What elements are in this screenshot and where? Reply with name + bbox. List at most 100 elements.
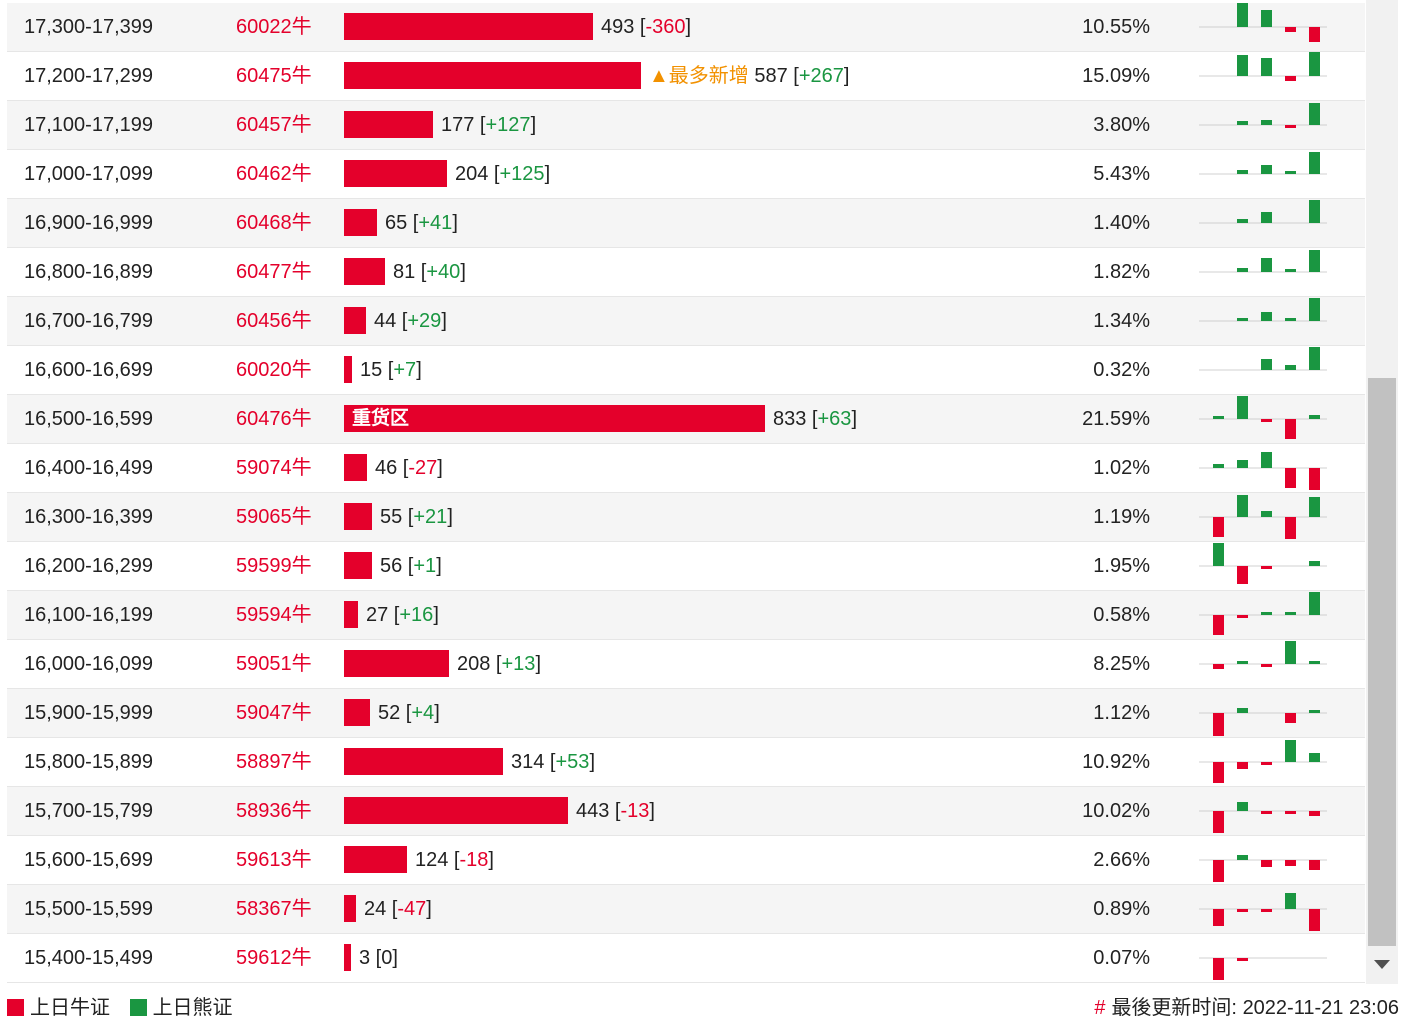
bull-code-link[interactable]: 59051牛 [236,653,312,675]
bull-code-link[interactable]: 59613牛 [236,849,312,871]
count-bar [344,503,372,530]
code-cell: 58936牛 [214,787,342,835]
scroll-down-arrow-icon[interactable] [1374,960,1390,969]
bull-code-link[interactable]: 60476牛 [236,408,312,430]
bull-code-link[interactable]: 58897牛 [236,751,312,773]
sparkline-bar [1285,641,1296,664]
sparkline-bar [1309,468,1320,490]
sparkline-bar [1309,661,1320,664]
sparkline-bar [1261,165,1272,174]
bull-code-link[interactable]: 59047牛 [236,702,312,724]
most-added-tag: ▲最多新增 [649,65,749,87]
count-value: 587 [754,65,788,87]
sparkline-bar [1237,170,1248,174]
bull-code-link[interactable]: 59074牛 [236,457,312,479]
count-value: 24 [364,898,387,920]
daily-change-sparkline [1199,893,1327,931]
change-value: -47 [397,898,427,920]
percentage: 0.89% [1093,898,1150,920]
bull-code-link[interactable]: 60468牛 [236,212,312,234]
percentage: 8.25% [1093,653,1150,675]
bull-code-link[interactable]: 60462牛 [236,163,312,185]
daily-change-sparkline [1199,152,1327,175]
bull-code-link[interactable]: 59612牛 [236,947,312,969]
sparkline-bar [1285,468,1296,488]
bull-code-link[interactable]: 59594牛 [236,604,312,626]
percentage: 1.95% [1093,555,1150,577]
vertical-scrollbar[interactable] [1366,0,1398,984]
table-row: 15,900-15,999 59047牛 52 [+4] 1.12% [7,689,1365,738]
percentage: 1.19% [1093,506,1150,528]
bear-legend-swatch [129,999,147,1016]
price-range: 16,800-16,899 [24,261,154,283]
daily-change-sparkline [1199,957,1327,980]
sparkline-bar [1237,661,1248,664]
sparkline-bar [1309,200,1320,223]
change-value: +4 [411,702,435,724]
bull-code-link[interactable]: 60456牛 [236,310,312,332]
count-text: 124 [-18] [415,849,494,871]
sparkline-bar [1261,359,1272,370]
table-row: 17,300-17,399 60022牛 493 [-360] 10.55% [7,3,1365,52]
bear-legend-label: 上日熊证 [152,997,233,1019]
sparkline-bar [1309,592,1320,615]
table-row: 16,300-16,399 59065牛 55 [+21] 1.19% [7,493,1365,542]
count-value: 56 [380,555,403,577]
hash-icon: # [1094,997,1106,1019]
bull-code-link[interactable]: 60020牛 [236,359,312,381]
daily-change-sparkline [1199,200,1327,224]
table-row: 16,900-16,999 60468牛 65 [+41] 1.40% [7,199,1365,248]
table-row: 16,000-16,099 59051牛 208 [+13] 8.25% [7,640,1365,689]
bull-code-link[interactable]: 60477牛 [236,261,312,283]
sparkline-bar [1237,615,1248,618]
daily-change-sparkline [1199,396,1327,439]
scrollbar-thumb[interactable] [1368,378,1396,946]
sparkline-bar [1261,762,1272,765]
sparkline-bar [1213,860,1224,882]
daily-change-sparkline [1199,740,1327,783]
sparkline-bar [1309,710,1320,713]
sparkline-bar [1285,76,1296,81]
sparkline-bar [1285,318,1296,321]
sparkline-bar [1285,740,1296,762]
count-bar [344,699,370,726]
bull-code-link[interactable]: 60475牛 [236,65,312,87]
count-bar [344,748,503,775]
count-value: 177 [441,114,475,136]
count-bar [344,209,377,236]
change-value: +125 [499,163,545,185]
sparkline-bar [1237,762,1248,769]
percentage: 1.82% [1093,261,1150,283]
bull-code-link[interactable]: 60022牛 [236,16,312,38]
sparkline-bar [1285,612,1296,615]
change-value: +63 [817,408,852,430]
code-cell: 60020牛 [214,346,342,394]
daily-change-sparkline [1199,802,1327,833]
change-value: +13 [501,653,536,675]
sparkline-bar [1285,713,1296,723]
count-value: 208 [457,653,491,675]
count-bar [344,846,407,873]
count-bar [344,944,351,971]
bull-code-link[interactable]: 59065牛 [236,506,312,528]
bull-code-link[interactable]: 59599牛 [236,555,312,577]
bull-code-link[interactable]: 58367牛 [236,898,312,920]
count-bar [344,258,385,285]
bull-code-link[interactable]: 60457牛 [236,114,312,136]
price-range: 16,500-16,599 [24,408,154,430]
count-text: 204 [+125] [455,163,551,185]
daily-change-sparkline [1199,3,1327,42]
sparkline-bar [1261,811,1272,814]
daily-change-sparkline [1199,641,1327,669]
sparkline-bar [1213,543,1224,566]
percentage: 3.80% [1093,114,1150,136]
code-cell: 60456牛 [214,297,342,345]
sparkline-bar [1285,893,1296,909]
sparkline-bar [1309,811,1320,816]
code-cell: 59047牛 [214,689,342,737]
daily-change-sparkline [1199,495,1327,539]
price-range: 15,500-15,599 [24,898,154,920]
bull-code-link[interactable]: 58936牛 [236,800,312,822]
change-value: -27 [408,457,438,479]
sparkline-bar [1285,811,1296,814]
